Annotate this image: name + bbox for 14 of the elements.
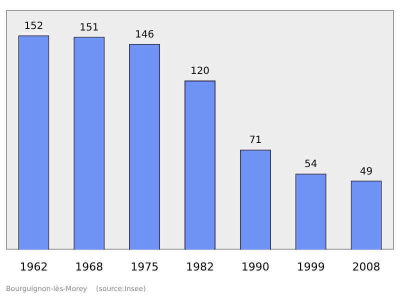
data-label: 120 xyxy=(190,66,210,78)
x-tick-label: 2008 xyxy=(352,260,380,274)
data-label: 152 xyxy=(24,20,44,32)
data-label: 146 xyxy=(135,29,154,40)
data-label: 151 xyxy=(80,22,99,34)
x-tick-label: 1975 xyxy=(130,260,159,274)
x-tick-label: 1990 xyxy=(241,260,270,274)
x-tick-label: 1962 xyxy=(20,260,48,274)
data-label: 54 xyxy=(304,159,318,170)
x-tick-label: 1999 xyxy=(296,260,325,274)
data-label: 71 xyxy=(249,135,262,146)
x-tick-label: 1982 xyxy=(186,260,214,274)
data-label: 49 xyxy=(360,166,373,178)
x-tick-label: 1968 xyxy=(75,260,104,274)
